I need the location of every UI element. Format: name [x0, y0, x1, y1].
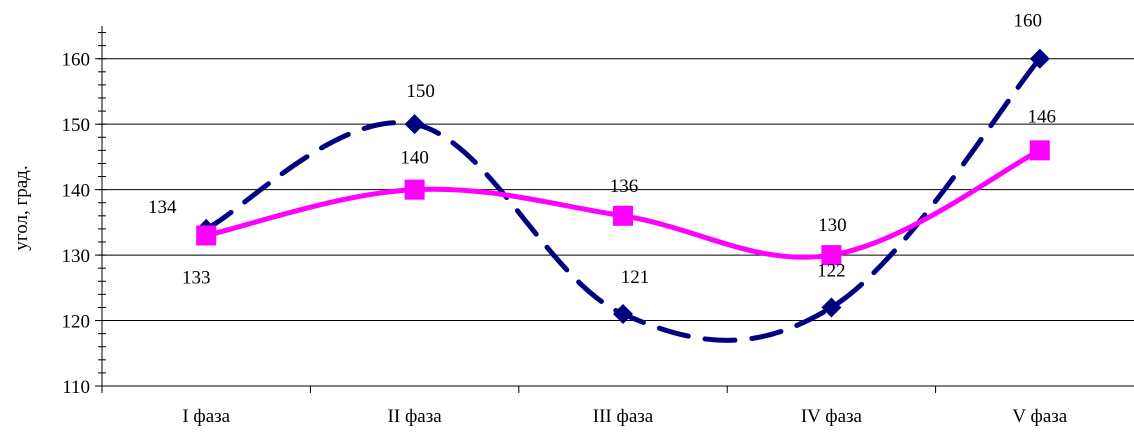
data-label: 133 [182, 267, 211, 288]
data-point-square [613, 205, 633, 226]
data-label: 160 [1014, 11, 1043, 32]
series-line-2 [203, 147, 1043, 260]
data-label: 150 [406, 81, 435, 102]
axes: 110 120 130 140 150 160 I фаза II фаза III фаза I… [62, 26, 1134, 427]
y-tick-label: 160 [62, 50, 91, 71]
data-point-square [404, 179, 425, 200]
data-point-square [196, 225, 217, 246]
data-label: 130 [818, 215, 847, 236]
data-point-diamond [404, 114, 425, 135]
y-tick-label: 140 [62, 181, 91, 202]
data-label: 121 [621, 267, 650, 288]
x-tick-label: V фаза [1012, 406, 1067, 427]
series-line-1 [203, 56, 1043, 343]
x-tick-label: IV фаза [801, 406, 863, 427]
y-tick-label: 120 [62, 312, 91, 333]
series [196, 48, 1050, 343]
data-label: 140 [400, 148, 429, 169]
data-label: 134 [148, 197, 177, 218]
data-point-square [821, 245, 842, 266]
y-tick-label: 130 [62, 246, 91, 267]
data-label: 136 [610, 176, 639, 197]
data-point-diamond [821, 297, 842, 318]
data-point-diamond [1029, 48, 1050, 69]
data-label: 122 [817, 260, 846, 281]
x-tick-label: III фаза [593, 406, 654, 427]
data-point-square [1029, 140, 1050, 161]
y-axis-title: угол, град. [11, 165, 32, 250]
y-tick-label: 150 [62, 115, 91, 136]
x-tick-label: II фаза [388, 406, 443, 427]
data-labels: 134 150 121 122 160 133 140 136 130 146 [148, 11, 1056, 289]
x-tick-label: I фаза [182, 406, 230, 427]
gridlines [102, 58, 1134, 322]
y-tick-label: 110 [62, 377, 90, 398]
data-point-diamond [613, 304, 633, 324]
data-label: 146 [1028, 106, 1057, 127]
